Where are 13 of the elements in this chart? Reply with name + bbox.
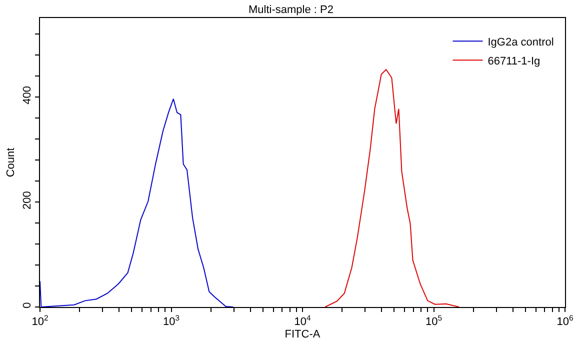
x-tick-label: 10$^{3}$ (162, 314, 180, 328)
x-tick-label: 10$^{4}$ (294, 314, 312, 328)
x-tick-label: 10$^{2}$ (32, 314, 48, 328)
y-axis-title: Count (5, 148, 18, 178)
y-tick-label: 400 (22, 86, 34, 104)
legend-label: 66711-1-Ig (488, 55, 540, 68)
x-tick-label: 10$^{6}$ (556, 314, 574, 328)
y-tick-label: 0 (22, 302, 34, 308)
chart-title: Multi-sample : P2 (248, 4, 334, 16)
x-axis-title: FITC-A (284, 328, 321, 340)
legend-label: IgG2a control (488, 36, 554, 48)
x-tick-label: 10$^{5}$ (425, 314, 442, 328)
y-tick-label: 200 (22, 191, 34, 210)
